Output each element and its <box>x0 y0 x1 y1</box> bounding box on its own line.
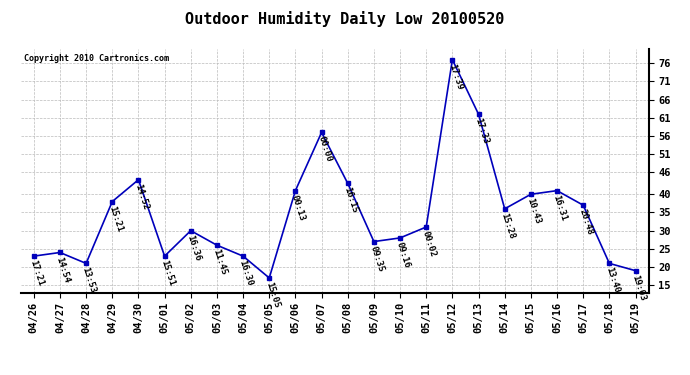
Text: 09:16: 09:16 <box>395 241 411 269</box>
Text: 00:00: 00:00 <box>316 135 333 164</box>
Text: 15:21: 15:21 <box>107 204 124 233</box>
Text: 20:48: 20:48 <box>578 208 595 237</box>
Text: 17:21: 17:21 <box>28 259 46 287</box>
Text: 09:35: 09:35 <box>368 244 385 273</box>
Text: 14:54: 14:54 <box>55 255 71 284</box>
Text: 15:51: 15:51 <box>159 259 176 287</box>
Text: 14:52: 14:52 <box>133 183 150 211</box>
Text: 11:45: 11:45 <box>212 248 228 276</box>
Text: 16:30: 16:30 <box>237 259 255 287</box>
Text: 00:02: 00:02 <box>421 230 437 258</box>
Text: 13:40: 13:40 <box>604 266 621 295</box>
Text: 17:33: 17:33 <box>473 117 490 146</box>
Text: Copyright 2010 Cartronics.com: Copyright 2010 Cartronics.com <box>24 54 169 63</box>
Text: Outdoor Humidity Daily Low 20100520: Outdoor Humidity Daily Low 20100520 <box>186 11 504 27</box>
Text: 16:36: 16:36 <box>186 234 202 262</box>
Text: 17:39: 17:39 <box>447 63 464 91</box>
Text: 16:15: 16:15 <box>342 186 359 214</box>
Text: 00:13: 00:13 <box>290 194 307 222</box>
Text: 15:05: 15:05 <box>264 281 281 309</box>
Text: 15:28: 15:28 <box>500 212 516 240</box>
Text: 19:03: 19:03 <box>630 274 647 302</box>
Text: 10:43: 10:43 <box>526 197 542 225</box>
Text: 13:53: 13:53 <box>81 266 97 295</box>
Text: 16:31: 16:31 <box>551 194 569 222</box>
